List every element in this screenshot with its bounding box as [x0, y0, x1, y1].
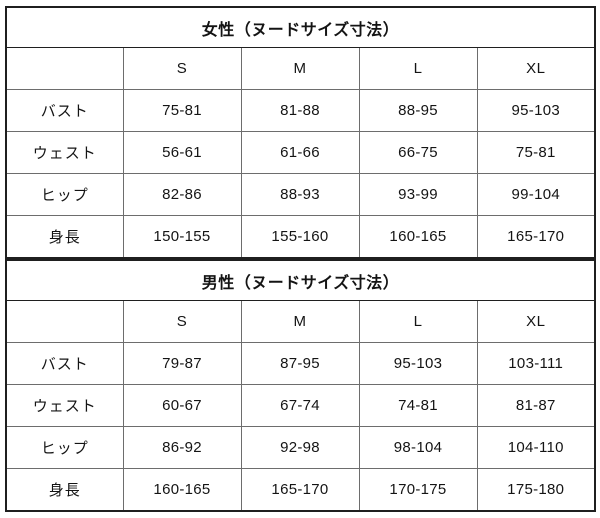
female-row-label-hip: ヒップ	[6, 173, 124, 216]
female-bust-m: 81-88	[240, 89, 360, 132]
table-row: ヒップ 82-86 88-93 93-99 99-104	[6, 173, 595, 216]
male-hip-m: 92-98	[240, 426, 360, 469]
female-bust-s: 75-81	[122, 89, 242, 132]
male-corner-cell	[6, 300, 124, 343]
male-size-table: 男性（ヌードサイズ寸法） S M L XL バスト 79-87 87-95 95…	[5, 259, 596, 512]
female-height-m: 155-160	[240, 215, 360, 258]
male-row-label-bust: バスト	[6, 342, 124, 385]
female-column-header-m: M	[240, 47, 360, 90]
female-hip-s: 82-86	[122, 173, 242, 216]
female-row-label-bust: バスト	[6, 89, 124, 132]
table-row: バスト 75-81 81-88 88-95 95-103	[6, 89, 595, 132]
male-row-label-hip: ヒップ	[6, 426, 124, 469]
female-hip-xl: 99-104	[476, 173, 595, 216]
female-row-label-height: 身長	[6, 215, 124, 258]
table-row: ヒップ 86-92 92-98 98-104 104-110	[6, 426, 595, 469]
male-waist-m: 67-74	[240, 384, 360, 427]
male-height-l: 170-175	[358, 468, 478, 511]
male-hip-l: 98-104	[358, 426, 478, 469]
male-waist-s: 60-67	[122, 384, 242, 427]
female-corner-cell	[6, 47, 124, 90]
female-waist-m: 61-66	[240, 131, 360, 174]
male-column-header-m: M	[240, 300, 360, 343]
table-row: 身長 150-155 155-160 160-165 165-170	[6, 215, 595, 258]
female-size-table: 女性（ヌードサイズ寸法） S M L XL バスト 75-81 81-88 88…	[5, 6, 596, 259]
male-hip-s: 86-92	[122, 426, 242, 469]
female-height-s: 150-155	[122, 215, 242, 258]
male-bust-l: 95-103	[358, 342, 478, 385]
female-column-header-s: S	[122, 47, 242, 90]
female-header-row: S M L XL	[6, 47, 595, 90]
male-hip-xl: 104-110	[476, 426, 595, 469]
female-bust-xl: 95-103	[476, 89, 595, 132]
female-column-header-l: L	[358, 47, 478, 90]
male-bust-xl: 103-111	[476, 342, 595, 385]
female-hip-l: 93-99	[358, 173, 478, 216]
female-column-header-xl: XL	[476, 47, 595, 90]
male-height-s: 160-165	[122, 468, 242, 511]
male-row-label-waist: ウェスト	[6, 384, 124, 427]
female-bust-l: 88-95	[358, 89, 478, 132]
table-row: 身長 160-165 165-170 170-175 175-180	[6, 468, 595, 511]
female-row-label-waist: ウェスト	[6, 131, 124, 174]
male-title-row: 男性（ヌードサイズ寸法）	[6, 260, 595, 301]
male-column-header-l: L	[358, 300, 478, 343]
female-hip-m: 88-93	[240, 173, 360, 216]
male-column-header-s: S	[122, 300, 242, 343]
male-height-m: 165-170	[240, 468, 360, 511]
female-height-l: 160-165	[358, 215, 478, 258]
female-title-row: 女性（ヌードサイズ寸法）	[6, 7, 595, 48]
male-waist-xl: 81-87	[476, 384, 595, 427]
male-row-label-height: 身長	[6, 468, 124, 511]
female-table-title: 女性（ヌードサイズ寸法）	[6, 7, 595, 48]
female-waist-s: 56-61	[122, 131, 242, 174]
table-row: バスト 79-87 87-95 95-103 103-111	[6, 342, 595, 385]
female-height-xl: 165-170	[476, 215, 595, 258]
male-header-row: S M L XL	[6, 300, 595, 343]
female-waist-xl: 75-81	[476, 131, 595, 174]
table-row: ウェスト 56-61 61-66 66-75 75-81	[6, 131, 595, 174]
male-bust-s: 79-87	[122, 342, 242, 385]
male-waist-l: 74-81	[358, 384, 478, 427]
male-table-title: 男性（ヌードサイズ寸法）	[6, 260, 595, 301]
male-height-xl: 175-180	[476, 468, 595, 511]
male-bust-m: 87-95	[240, 342, 360, 385]
female-waist-l: 66-75	[358, 131, 478, 174]
table-row: ウェスト 60-67 67-74 74-81 81-87	[6, 384, 595, 427]
male-column-header-xl: XL	[476, 300, 595, 343]
